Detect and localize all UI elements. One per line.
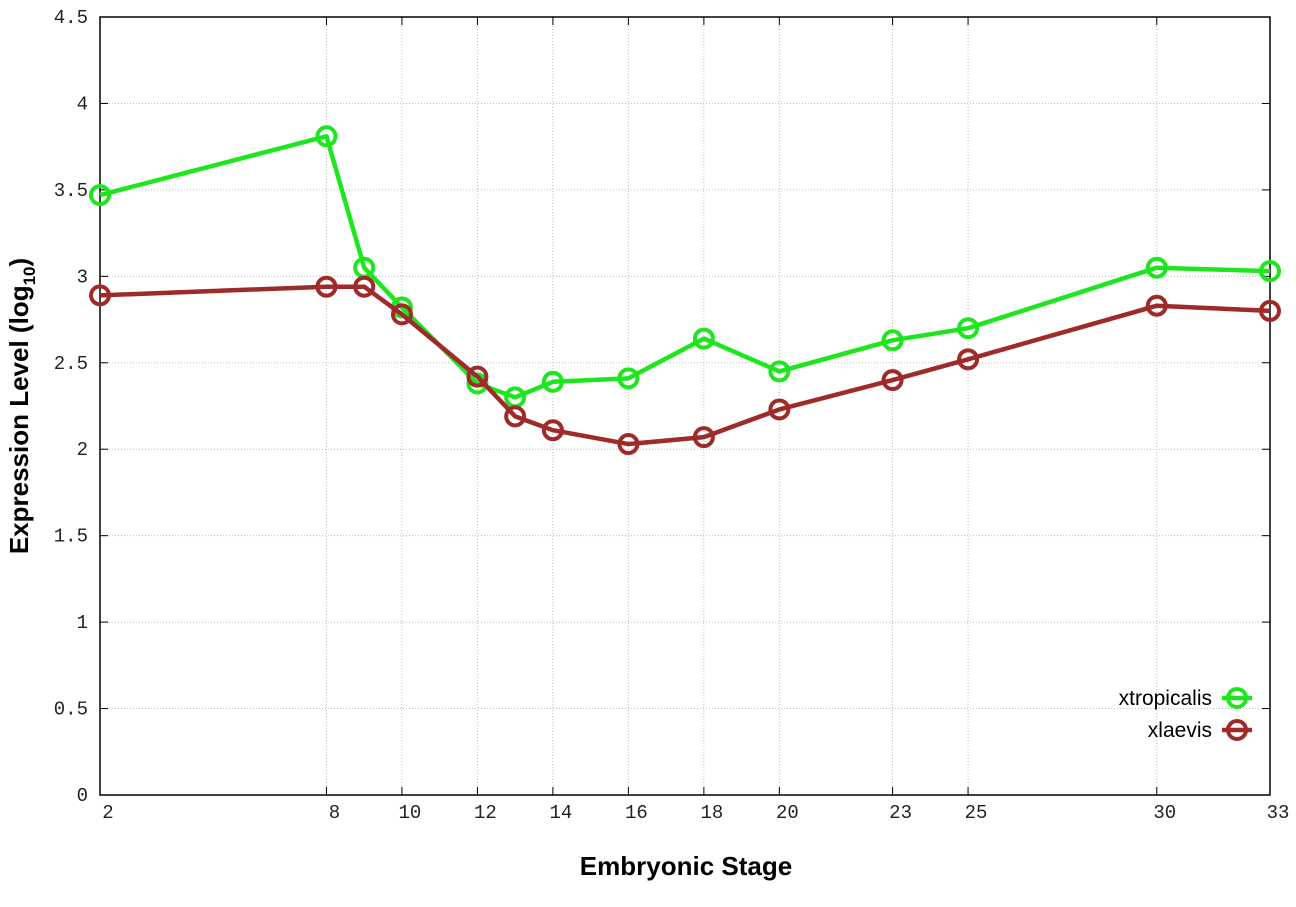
x-tick-label: 25 xyxy=(965,802,988,824)
x-tick-label: 16 xyxy=(625,802,648,824)
legend-label-xlaevis: xlaevis xyxy=(1148,719,1212,742)
x-axis-label: Embryonic Stage xyxy=(580,851,792,881)
data-point-xtropicalis xyxy=(768,360,791,383)
data-point-xlaevis xyxy=(504,405,527,428)
x-tick-label: 33 xyxy=(1267,802,1290,824)
data-point-xtropicalis xyxy=(1259,260,1281,283)
data-point-xlaevis xyxy=(692,426,715,449)
plot-frame xyxy=(99,16,1271,796)
x-tick-label: 8 xyxy=(329,802,340,824)
data-point-xlaevis xyxy=(466,365,489,388)
data-point-xlaevis xyxy=(541,419,564,442)
ticks: 0 0.5 1 1.5 2 2.5 3 3.5 4 4.5 2 8 10 12 14 16 18 20 23 25 30… xyxy=(54,7,1290,824)
series-layer xyxy=(89,125,1281,456)
y-tick-label: 4 xyxy=(77,93,88,115)
y-tick-label: 1.5 xyxy=(54,526,88,548)
y-tick-label: 3.5 xyxy=(54,180,88,202)
grid xyxy=(100,17,1270,795)
series-line-xlaevis xyxy=(99,284,1271,447)
data-point-xlaevis xyxy=(390,303,413,326)
x-tick-label: 23 xyxy=(889,802,912,824)
data-point-xtropicalis xyxy=(89,184,111,207)
data-point-xlaevis xyxy=(315,275,338,298)
data-point-xlaevis xyxy=(353,275,376,298)
data-point-xlaevis xyxy=(1145,294,1168,317)
x-tick-label: 30 xyxy=(1153,802,1176,824)
data-point-xtropicalis xyxy=(617,367,640,390)
data-point-xlaevis xyxy=(1259,299,1281,322)
legend-marker-xlaevis xyxy=(1226,719,1248,741)
data-point-xtropicalis xyxy=(957,317,980,340)
y-tick-label: 1 xyxy=(77,612,88,634)
y-tick-label: 3 xyxy=(77,266,88,288)
x-tick-label: 12 xyxy=(474,802,497,824)
x-tick-label: 18 xyxy=(700,802,723,824)
data-point-xtropicalis xyxy=(1145,256,1168,279)
data-point-xtropicalis xyxy=(881,329,904,352)
data-point-xtropicalis xyxy=(541,370,564,393)
data-point-xlaevis xyxy=(768,398,791,421)
x-tick-label: 14 xyxy=(549,802,572,824)
data-point-xlaevis xyxy=(617,433,640,456)
y-tick-label: 0.5 xyxy=(54,699,88,721)
x-tick-label: 20 xyxy=(776,802,799,824)
y-tick-label: 4.5 xyxy=(54,7,88,29)
data-point-xlaevis xyxy=(89,284,111,307)
y-tick-label: 0 xyxy=(77,785,88,807)
legend-marker-xtropicalis xyxy=(1226,687,1248,709)
data-point-xtropicalis xyxy=(692,327,715,350)
y-tick-label: 2.5 xyxy=(54,353,88,375)
legend: xtropicalis xlaevis xyxy=(1119,687,1252,742)
data-point-xlaevis xyxy=(881,369,904,392)
data-point-xlaevis xyxy=(957,348,980,371)
x-tick-label: 10 xyxy=(399,802,422,824)
y-tick-label: 2 xyxy=(77,439,88,461)
data-point-xtropicalis xyxy=(315,125,338,148)
x-tick-label: 2 xyxy=(102,802,113,824)
series-line-xtropicalis xyxy=(99,134,1271,400)
y-axis-label: Expression Level (log10) xyxy=(4,258,39,554)
legend-label-xtropicalis: xtropicalis xyxy=(1119,687,1212,710)
